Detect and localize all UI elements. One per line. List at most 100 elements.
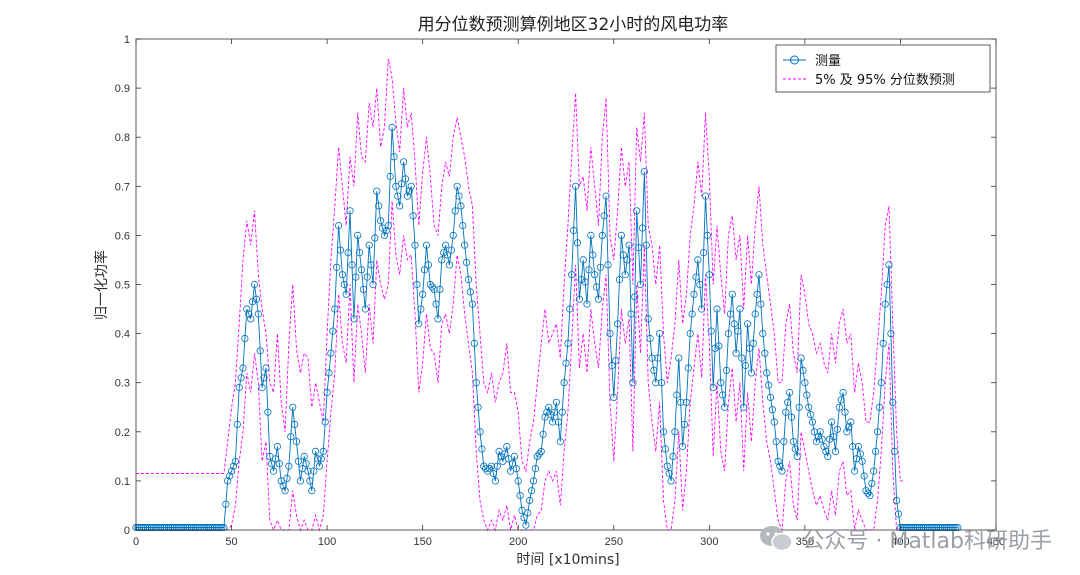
y-tick-label: 0.3 [115,378,130,390]
legend: 测量 5% 及 95% 分位数预测 [775,44,991,93]
measured-point [380,231,388,239]
measured-point [485,464,494,473]
measured-point [310,467,318,475]
measured-point [338,271,346,279]
measured-point [621,271,629,279]
y-tick-label: 0.4 [115,329,130,341]
measured-point [837,396,845,404]
measured-point [711,344,719,352]
measured-point [212,523,220,532]
measured-point [726,310,735,318]
measured-point [673,391,681,399]
y-tick-label: 0.8 [115,132,130,144]
measured-point [921,523,929,532]
measured-point [415,320,423,328]
measured-point [720,403,729,411]
axes-layer: 0 50 100 150 200 250 300 350 400 450 0 0.1 0.2 0.3 0.4… [115,34,1005,548]
measured-point [290,420,299,428]
measured-point [868,479,876,487]
measured-point [827,418,836,426]
measured-point [533,452,541,460]
measured-point [205,523,213,532]
measured-point [327,349,335,357]
measured-point [665,469,673,478]
measured-point [529,477,538,485]
chart-title: 用分位数预测算例地区32小时的风电功率 [418,15,729,35]
measured-point [432,300,440,308]
measured-point [944,523,952,532]
measured-point [862,487,870,495]
measured-point [610,393,618,401]
measured-point [254,310,262,318]
measured-point [705,271,713,279]
measured-point [686,329,694,338]
measured-point [346,207,354,215]
measured-point [648,354,656,362]
measured-point [581,278,589,286]
measured-point [453,182,461,190]
measured-point [149,523,157,532]
measured-point [321,418,329,426]
measured-point [856,450,864,458]
measured-point [843,428,851,436]
measured-point [671,428,679,436]
measured-point [803,391,811,399]
y-tick-label: 0.6 [115,230,130,242]
measured-point [875,403,884,411]
measured-point [948,523,956,532]
measured-point [592,283,601,291]
measured-point [906,523,914,532]
measured-point [587,231,595,239]
measured-point [357,266,366,274]
measured-point [619,251,627,259]
measured-point [470,339,478,347]
measured-point [833,425,842,433]
measured-point [260,374,268,382]
measured-point [153,523,161,532]
measured-point [478,445,486,453]
measured-point [801,379,809,387]
measured-point [793,452,801,460]
measured-point [237,374,245,382]
measured-point [466,288,474,296]
measured-point [717,379,725,387]
measured-point [315,462,324,470]
measured-point [585,266,593,274]
measured-point [331,305,339,313]
measured-point [741,361,750,370]
measured-point [371,234,379,242]
measured-point [313,455,322,463]
measured-point [889,398,897,406]
measured-point [910,523,918,532]
measured-point [887,329,895,338]
measured-point [459,222,467,230]
measured-point [226,472,234,480]
measured-point [503,442,511,451]
measured-point [640,168,649,176]
measured-point [845,423,853,431]
measured-point [401,175,410,183]
measured-point [140,523,148,532]
measured-point [279,482,287,490]
measured-point [682,398,691,406]
measured-point [235,383,243,392]
measured-point [201,523,209,532]
measured-point [912,523,920,532]
x-tick-label: 300 [700,536,718,548]
x-tick-label: 200 [509,536,527,548]
measured-point [151,523,159,532]
measured-point [701,192,710,200]
measured-point [457,202,465,210]
measured-point [810,428,819,436]
measured-point [661,445,670,453]
measured-point [493,462,501,470]
measured-point [164,523,173,532]
measured-point [319,447,327,455]
measured-point [925,523,933,532]
measured-point [143,523,152,532]
measured-point [571,182,580,190]
measured-point [384,222,392,230]
measured-point [487,462,496,470]
measured-point [740,403,748,411]
